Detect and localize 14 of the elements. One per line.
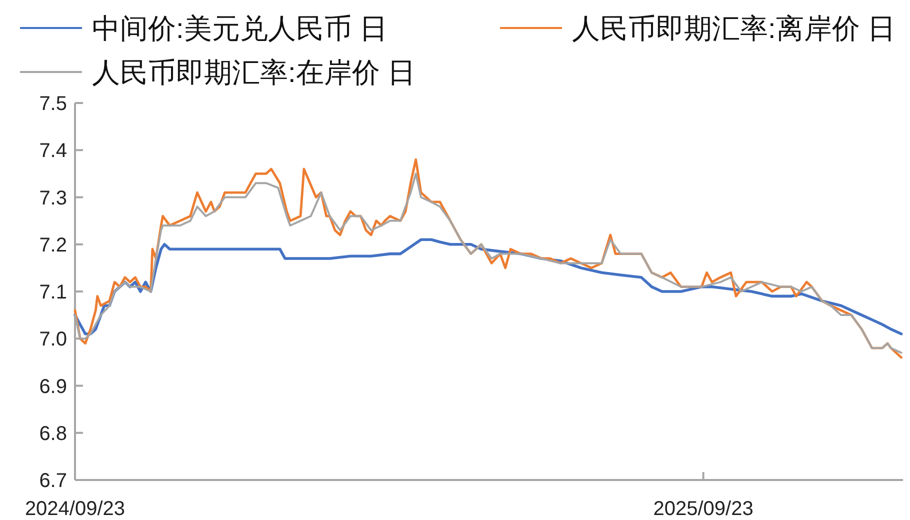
y-tick-label: 7.3 — [39, 187, 67, 210]
legend-label: 人民币即期汇率:离岸价 日 — [572, 13, 896, 44]
x-tick-label: 2024/09/23 — [24, 498, 126, 520]
y-tick-label: 7.1 — [39, 282, 67, 304]
y-tick-label: 6.9 — [39, 376, 67, 398]
y-tick-label: 6.7 — [39, 470, 67, 492]
y-tick-label: 7.2 — [39, 234, 67, 256]
legend-label: 人民币即期汇率:在岸价 日 — [92, 57, 416, 88]
legend-label: 中间价:美元兑人民币 日 — [92, 13, 388, 44]
y-tick-label: 6.8 — [39, 422, 67, 445]
y-tick-label: 7.5 — [39, 93, 67, 115]
x-tick-label: 2025/09/23 — [653, 498, 754, 520]
y-tick-label: 7.0 — [39, 328, 67, 351]
y-tick-label: 7.4 — [39, 140, 67, 162]
